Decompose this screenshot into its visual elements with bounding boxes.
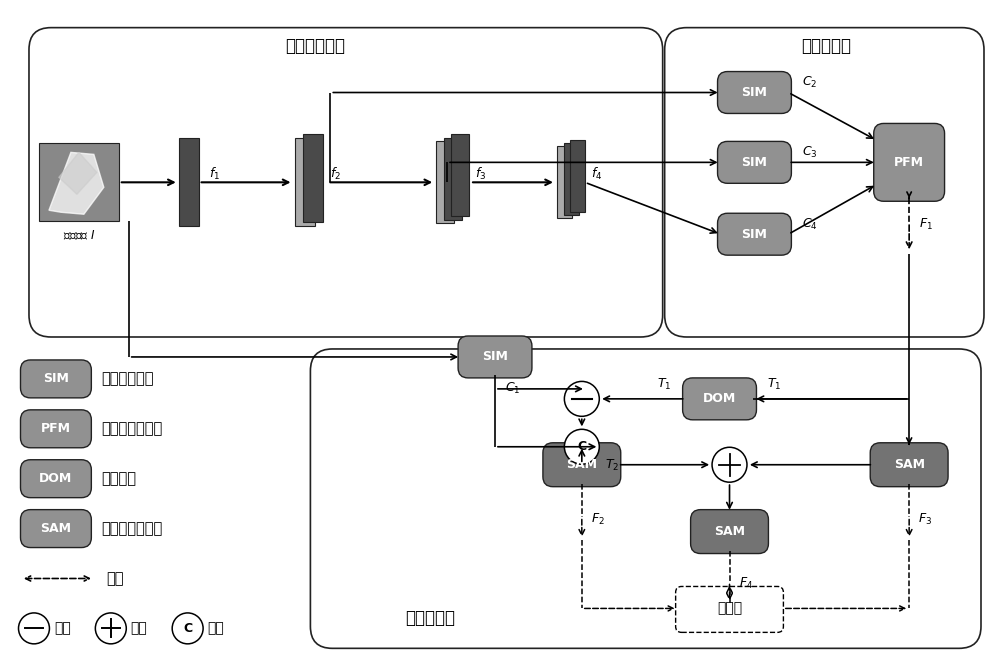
- Text: SIM: SIM: [482, 350, 508, 364]
- Bar: [564, 143, 579, 215]
- FancyBboxPatch shape: [458, 336, 532, 378]
- Text: DOM: DOM: [703, 392, 736, 406]
- FancyBboxPatch shape: [21, 410, 91, 448]
- Bar: [179, 139, 199, 226]
- Text: 特征提取模块: 特征提取模块: [285, 37, 345, 55]
- Bar: [436, 141, 454, 223]
- Text: $C_2$: $C_2$: [802, 75, 818, 90]
- Bar: [444, 138, 462, 219]
- Text: $f_2$: $f_2$: [330, 166, 341, 182]
- Text: $F_1$: $F_1$: [919, 217, 933, 231]
- FancyBboxPatch shape: [543, 443, 621, 487]
- FancyBboxPatch shape: [718, 213, 791, 255]
- FancyBboxPatch shape: [870, 443, 948, 487]
- Polygon shape: [49, 152, 104, 214]
- Text: SAM: SAM: [40, 522, 71, 535]
- Text: C: C: [183, 622, 192, 635]
- Circle shape: [95, 613, 126, 644]
- Text: $T_2$: $T_2$: [605, 458, 619, 474]
- Text: 减法: 减法: [54, 622, 71, 636]
- Text: $f_4$: $f_4$: [591, 166, 602, 182]
- Text: C: C: [577, 440, 586, 454]
- FancyBboxPatch shape: [683, 378, 756, 420]
- FancyBboxPatch shape: [718, 141, 791, 183]
- Text: $T_1$: $T_1$: [657, 378, 672, 392]
- Text: 输入数据 $I$: 输入数据 $I$: [63, 229, 95, 242]
- Text: DOM: DOM: [39, 472, 73, 485]
- Text: $f_1$: $f_1$: [209, 166, 220, 182]
- Bar: [295, 139, 315, 226]
- Text: 空间注意力单元: 空间注意力单元: [101, 521, 162, 536]
- Text: SAM: SAM: [714, 525, 745, 538]
- FancyBboxPatch shape: [718, 71, 791, 113]
- Text: $F_4$: $F_4$: [739, 576, 753, 591]
- Text: 精分割模块: 精分割模块: [405, 610, 455, 628]
- Text: 求和: 求和: [131, 622, 148, 636]
- Circle shape: [712, 448, 747, 482]
- Bar: [570, 140, 585, 212]
- FancyBboxPatch shape: [21, 460, 91, 498]
- Text: $F_3$: $F_3$: [918, 512, 932, 527]
- Circle shape: [564, 430, 599, 464]
- Circle shape: [19, 613, 49, 644]
- Text: 解耦单元: 解耦单元: [101, 471, 136, 486]
- FancyBboxPatch shape: [21, 360, 91, 398]
- Text: SAM: SAM: [566, 458, 597, 471]
- Text: SIM: SIM: [742, 86, 767, 99]
- Text: 金字塔融合单元: 金字塔融合单元: [101, 422, 162, 436]
- FancyBboxPatch shape: [691, 510, 768, 554]
- FancyBboxPatch shape: [676, 586, 783, 632]
- Text: $T_1$: $T_1$: [767, 378, 782, 392]
- Text: $C_3$: $C_3$: [802, 145, 818, 160]
- Text: SIM: SIM: [43, 372, 69, 386]
- Bar: [39, 143, 119, 221]
- Text: 搜索识别单元: 搜索识别单元: [101, 372, 153, 386]
- FancyBboxPatch shape: [874, 123, 945, 201]
- Text: 真值图: 真值图: [717, 602, 742, 616]
- Text: SIM: SIM: [742, 156, 767, 169]
- Circle shape: [564, 382, 599, 416]
- Text: 拼接: 拼接: [208, 622, 224, 636]
- Text: 监督: 监督: [106, 571, 123, 586]
- Bar: [451, 135, 469, 216]
- Text: $C_1$: $C_1$: [505, 382, 520, 396]
- Bar: [303, 135, 323, 222]
- Polygon shape: [59, 152, 97, 194]
- Text: SIM: SIM: [742, 227, 767, 241]
- Text: SAM: SAM: [894, 458, 925, 471]
- Text: $f_3$: $f_3$: [475, 166, 486, 182]
- Text: PFM: PFM: [894, 156, 924, 169]
- Circle shape: [172, 613, 203, 644]
- FancyBboxPatch shape: [21, 510, 91, 548]
- Text: $F_2$: $F_2$: [591, 512, 605, 527]
- Text: PFM: PFM: [41, 422, 71, 436]
- Bar: [557, 146, 572, 218]
- Text: $C_4$: $C_4$: [802, 217, 818, 231]
- Text: 粗分割模块: 粗分割模块: [801, 37, 851, 55]
